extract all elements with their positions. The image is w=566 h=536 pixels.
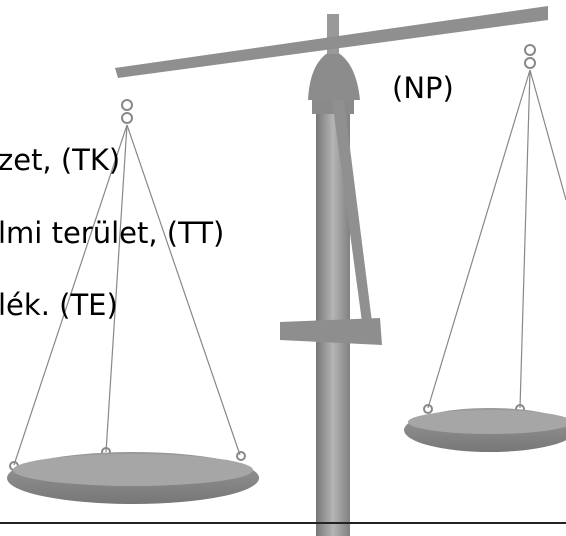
text-line: lmi terület, (TT) [0,216,224,250]
text-line: zet, (TK) [0,143,120,177]
slide: (NP) zet, (TK) lmi terület, (TT) lék. (T… [0,0,566,536]
text-line: lék. (TE) [0,288,118,322]
text-line: (NP) [392,71,454,105]
scale-illustration [0,6,566,536]
